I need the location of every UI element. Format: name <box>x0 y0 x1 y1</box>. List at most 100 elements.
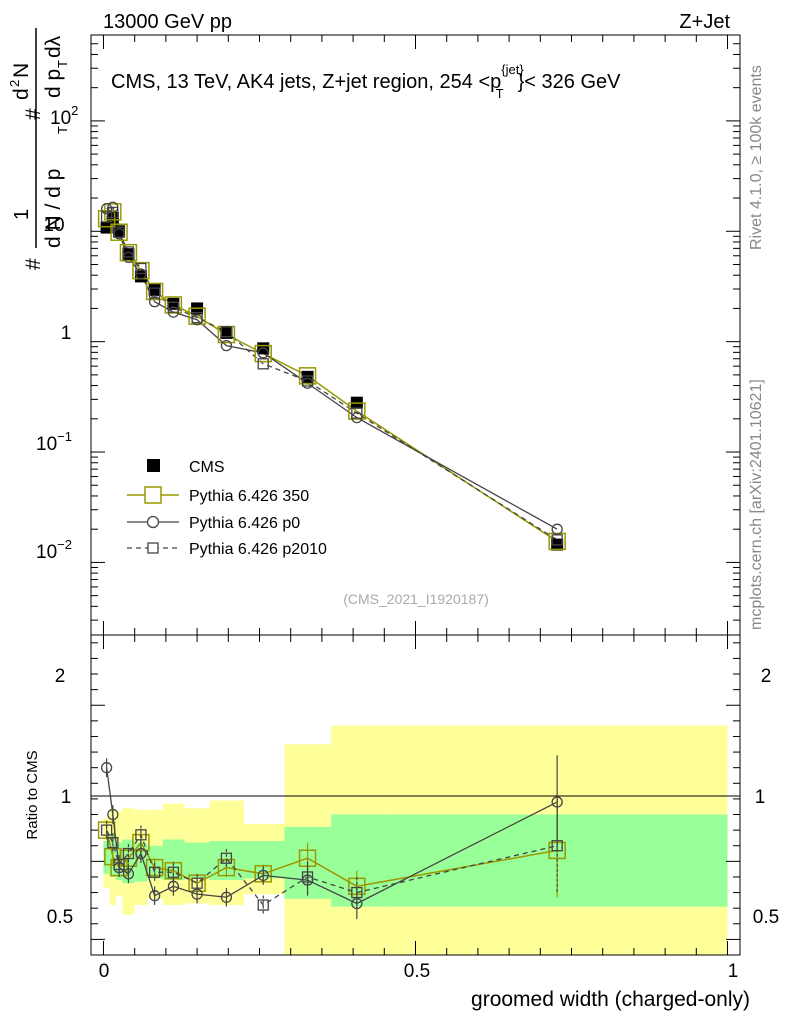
mc-point <box>164 296 183 314</box>
ratio-point <box>107 836 119 849</box>
legend-label-p2010: Pythia 6.426 p2010 <box>189 541 327 558</box>
ratio-tick-label-05-right: 0.5 <box>753 907 779 928</box>
ratio-y-axis-title: Ratio to CMS <box>24 750 41 839</box>
main-series-group <box>97 201 566 551</box>
ratio-point <box>257 899 269 911</box>
legend: CMS Pythia 6.426 350 Pythia 6.426 p0 Pyt… <box>127 459 327 558</box>
legend-label-p0: Pythia 6.426 p0 <box>189 515 300 532</box>
ratio-point <box>167 866 180 878</box>
analysis-tag: (CMS_2021_I1920187) <box>343 591 489 607</box>
ratio-point <box>551 840 563 852</box>
ratio-point <box>191 877 203 889</box>
ratio-tick-label-2-left: 2 <box>55 666 66 687</box>
ratio-point <box>107 808 119 821</box>
svg-text:1: 1 <box>11 209 33 220</box>
legend-marker-p2010 <box>147 542 159 554</box>
ratio-point <box>122 868 135 880</box>
ratio-point <box>100 824 113 836</box>
ratio-point <box>122 847 135 860</box>
svg-text:dλ: dλ <box>42 35 65 58</box>
ratio-point <box>551 796 563 808</box>
mc-point <box>149 296 161 308</box>
mc-point <box>149 287 161 299</box>
svg-text:N: N <box>10 63 33 78</box>
mc-point <box>191 311 203 324</box>
mc-point <box>167 301 180 313</box>
mc-point <box>551 523 563 535</box>
x-axis-title: groomed width (charged-only) <box>471 988 750 1011</box>
mc-point <box>122 246 135 258</box>
svg-text:d N / d p: d N / d p <box>42 169 65 248</box>
mc-point <box>100 203 113 215</box>
mc-point <box>220 326 233 338</box>
svg-text:T: T <box>55 60 70 68</box>
mc-point <box>135 262 147 275</box>
ratio-point <box>135 829 147 841</box>
ratio-tick-label-1-right: 1 <box>755 787 766 808</box>
y-tick-label-1e-2: 10−2 <box>36 537 72 563</box>
main-y-axis-title: # 1 d N / d p T # d 2 N d p T dλ <box>7 28 70 270</box>
x-tick-label-1: 1 <box>728 961 739 982</box>
main-line-2 <box>106 211 558 541</box>
energy-label: 13000 GeV pp <box>103 11 232 33</box>
cms-point <box>100 221 113 234</box>
svg-text:#: # <box>22 258 45 270</box>
legend-label-cms: CMS <box>189 459 225 476</box>
green-band-bin <box>331 814 385 907</box>
ratio-tick-label-05-left: 0.5 <box>47 907 73 928</box>
axis-ticks <box>91 34 740 956</box>
legend-marker-350 <box>144 486 162 504</box>
ratio-point <box>135 847 147 860</box>
y-tick-label-1e2: 102 <box>50 103 78 129</box>
mc-point <box>298 367 317 385</box>
y-tick-label-10: 10 <box>43 215 64 236</box>
svg-text:T: T <box>55 126 70 134</box>
mc-point <box>145 282 164 301</box>
ratio-point <box>167 880 180 892</box>
mc-point <box>548 532 566 551</box>
ratio-tick-label-1-left: 1 <box>61 787 72 808</box>
ratio-uncertainty-bands <box>103 725 728 955</box>
svg-text:#: # <box>22 108 45 120</box>
svg-text:d p: d p <box>42 69 65 98</box>
svg-text:d: d <box>10 88 33 100</box>
ratio-point <box>100 762 113 774</box>
ratio-point <box>220 891 233 903</box>
cms-point <box>113 225 126 238</box>
mc-point <box>107 206 119 219</box>
ratio-tick-label-2-right: 2 <box>761 666 772 687</box>
mc-point <box>110 223 128 241</box>
green-band-bin <box>184 842 210 879</box>
mcplots-label: mcplots.cern.ch [arXiv:2401.10621] <box>748 379 765 630</box>
x-tick-label-0: 0 <box>99 961 110 982</box>
mc-point <box>257 358 269 370</box>
mc-point <box>113 226 125 238</box>
mc-point <box>351 407 363 419</box>
main-y-tick-labels: 10−2 10−1 1 10 102 <box>36 103 78 563</box>
main-line-1 <box>106 206 558 530</box>
green-band-bin <box>384 814 728 907</box>
ratio-point <box>301 871 314 883</box>
green-band-bin <box>103 841 110 874</box>
x-tick-label-05: 0.5 <box>404 961 430 982</box>
ratio-point <box>149 890 161 902</box>
ratio-point <box>220 852 233 864</box>
mc-point <box>254 344 272 363</box>
ratio-point <box>149 866 161 878</box>
process-label: Z+Jet <box>679 11 730 33</box>
mc-point <box>220 340 233 352</box>
mc-point <box>301 375 314 387</box>
rivet-label: Rivet 4.1.0, ≥ 100k events <box>748 65 765 250</box>
y-tick-label-1: 1 <box>61 323 72 344</box>
legend-label-350: Pythia 6.426 350 <box>189 488 309 505</box>
mc-point <box>348 402 366 420</box>
y-tick-label-1e-1: 10−1 <box>36 429 72 455</box>
svg-text:2: 2 <box>7 80 22 87</box>
mc-point <box>551 534 563 546</box>
ratio-point <box>113 858 125 871</box>
mc-point <box>97 209 116 228</box>
ratio-series-group <box>97 755 566 920</box>
ratio-point <box>351 886 363 899</box>
ratio-point <box>257 869 269 882</box>
